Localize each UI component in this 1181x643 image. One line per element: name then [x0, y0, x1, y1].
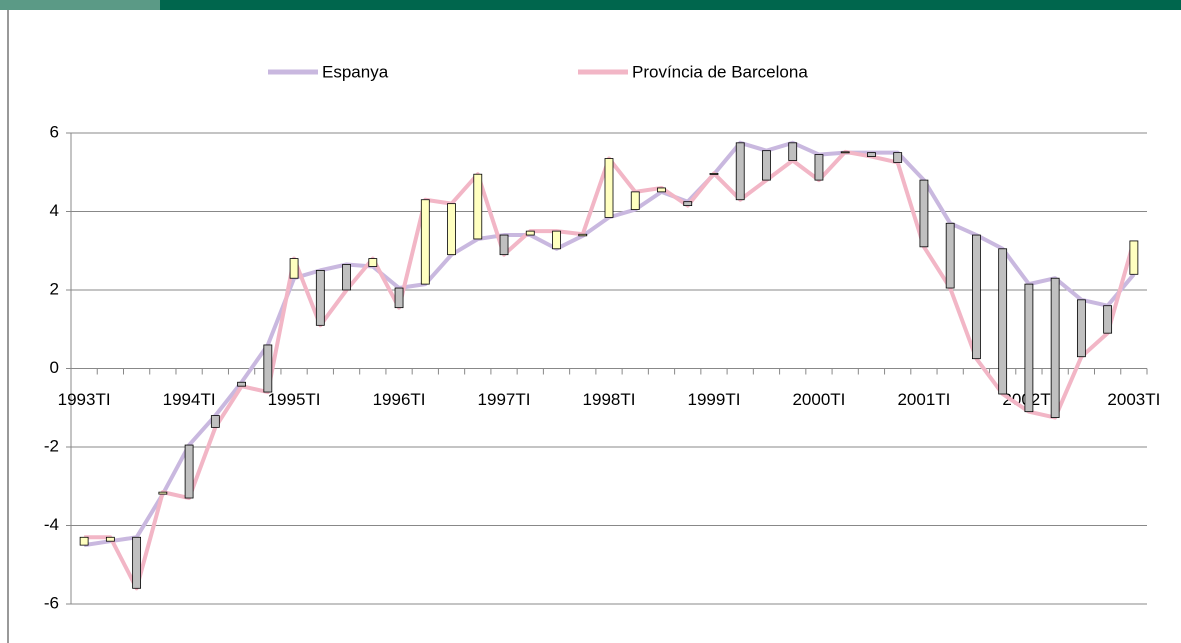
down-bar	[184, 444, 194, 499]
y-tick-label: 2	[50, 279, 59, 298]
up-bar	[158, 491, 168, 495]
x-tick-label: 1996TI	[373, 390, 426, 409]
y-tick-label: 4	[50, 201, 59, 220]
header-band	[0, 0, 1181, 10]
down-bar	[1050, 277, 1060, 418]
x-tick-label: 2001TI	[897, 390, 950, 409]
down-bar	[210, 415, 220, 428]
up-bar	[657, 187, 666, 193]
down-bar	[814, 154, 824, 181]
y-tick-label: -6	[44, 593, 59, 612]
up-bar	[604, 158, 614, 218]
up-bar	[1129, 240, 1139, 275]
down-bar	[998, 248, 1008, 395]
y-tick-label: 0	[50, 358, 59, 377]
legend-label: Espanya	[322, 62, 389, 81]
up-bar	[79, 536, 89, 546]
x-tick-label: 1999TI	[688, 390, 741, 409]
up-bar	[368, 258, 378, 267]
down-bar	[867, 152, 876, 157]
up-bar	[289, 258, 299, 279]
up-bar	[630, 191, 640, 210]
down-bar	[342, 264, 351, 291]
x-tick-label: 1998TI	[583, 390, 636, 409]
header-band-left	[0, 0, 160, 10]
legend-label: Província de Barcelona	[632, 62, 808, 81]
down-bar	[499, 234, 509, 256]
up-bar	[525, 230, 535, 236]
down-bar	[237, 381, 246, 387]
y-tick-label: -4	[44, 515, 59, 534]
down-bar	[788, 142, 798, 161]
up-bar	[709, 173, 719, 175]
x-tick-label: 1993TI	[58, 390, 111, 409]
down-bar	[893, 152, 903, 163]
down-bar	[762, 150, 771, 181]
up-bar	[552, 230, 561, 250]
y-tick-label: 6	[50, 122, 59, 141]
x-tick-label: 2000TI	[792, 390, 845, 409]
down-bar	[945, 222, 955, 289]
down-bar	[263, 344, 273, 393]
up-bar	[105, 536, 115, 542]
down-bar	[919, 179, 929, 248]
x-tick-label: 1995TI	[268, 390, 321, 409]
down-bar	[394, 287, 404, 309]
x-tick-label: 1994TI	[163, 390, 216, 409]
x-tick-label: 1997TI	[478, 390, 531, 409]
down-bar	[1024, 283, 1034, 413]
x-tick-label: 2003TI	[1107, 390, 1160, 409]
down-bar	[1076, 299, 1086, 358]
down-bar	[1103, 305, 1113, 334]
up-bar	[578, 233, 588, 237]
up-bar	[840, 151, 850, 154]
up-bar	[473, 173, 483, 240]
up-bar	[420, 199, 430, 285]
y-tick-label: -2	[44, 436, 59, 455]
down-bar	[683, 201, 693, 207]
down-bar	[315, 269, 325, 326]
down-bar	[972, 234, 981, 360]
down-bar	[735, 142, 745, 201]
up-bar	[447, 203, 456, 256]
down-bar	[132, 536, 142, 589]
